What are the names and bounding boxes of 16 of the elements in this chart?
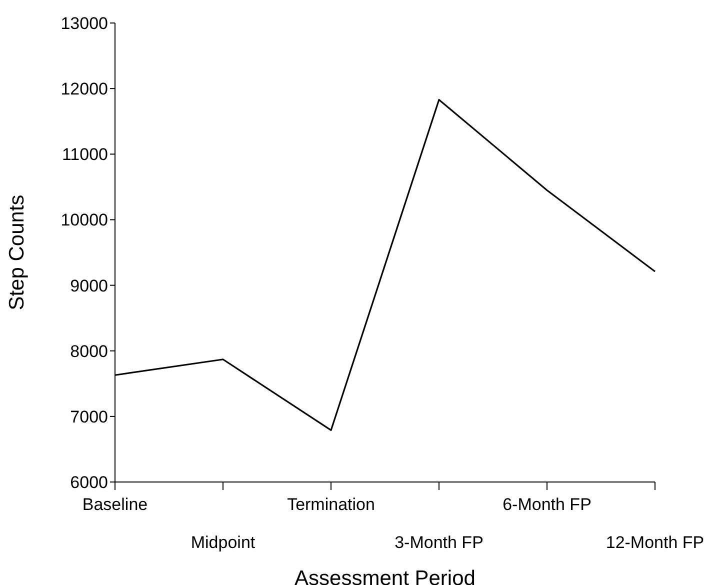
x-tick-label: Midpoint (190, 533, 256, 552)
y-tick-label: 13000 (60, 14, 108, 34)
x-tick-label: 6-Month FP (502, 495, 592, 514)
y-tick-label: 11000 (62, 145, 108, 164)
y-tick-label: 9000 (70, 276, 108, 296)
x-tick-label: 3-Month FP (394, 533, 484, 552)
y-tick-label: 6000 (70, 473, 108, 492)
x-tick-label: Baseline (82, 495, 148, 514)
x-tick-label: 12-Month FP (606, 533, 704, 552)
y-tick-label: 8000 (70, 342, 108, 361)
y-tick-label: 12000 (60, 80, 108, 99)
y-tick-label: 7000 (70, 407, 108, 426)
x-axis-title: Assessment Period (294, 567, 476, 585)
y-axis-title: Step Counts (5, 194, 28, 310)
y-tick-label: 10000 (60, 210, 108, 230)
x-tick-label: Termination (287, 495, 375, 514)
